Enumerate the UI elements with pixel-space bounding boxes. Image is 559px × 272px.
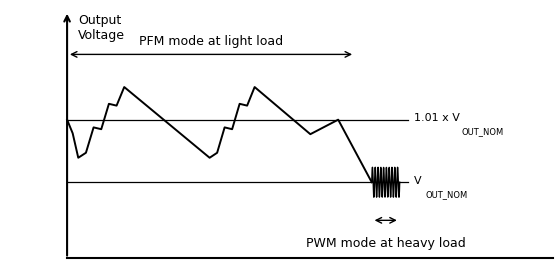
- Text: V: V: [414, 176, 421, 186]
- Text: 1.01 x V: 1.01 x V: [414, 113, 459, 123]
- Text: Output
Voltage: Output Voltage: [78, 14, 125, 42]
- Text: PWM mode at heavy load: PWM mode at heavy load: [306, 237, 466, 250]
- Text: OUT_NOM: OUT_NOM: [426, 190, 468, 199]
- Text: OUT_NOM: OUT_NOM: [461, 127, 504, 137]
- Text: PFM mode at light load: PFM mode at light load: [139, 35, 283, 48]
